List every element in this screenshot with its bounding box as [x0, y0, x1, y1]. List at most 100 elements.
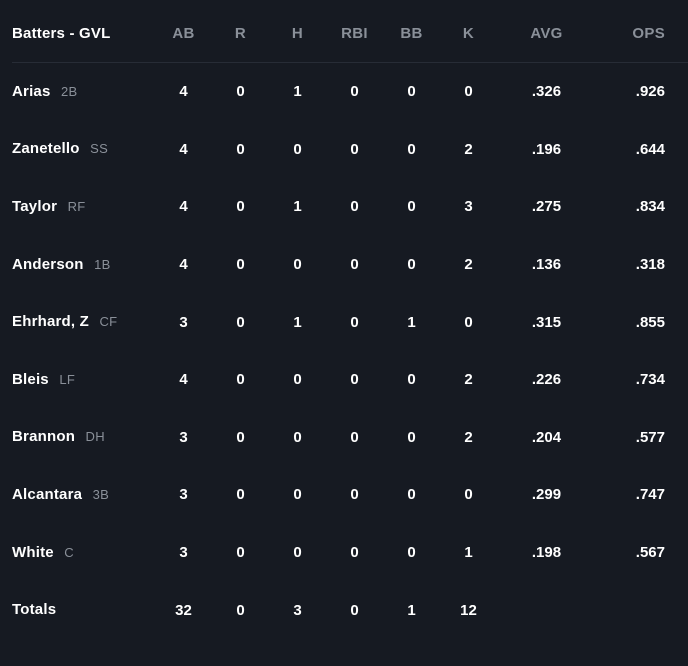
column-header-r: R: [234, 24, 247, 42]
stat-avg: .204: [531, 428, 562, 446]
player-position: SS: [90, 141, 109, 157]
stat-r: 0: [236, 140, 245, 158]
player-name-cell: White C: [12, 544, 155, 562]
stat-h: 0: [293, 544, 302, 562]
stat-avg: .196: [531, 140, 562, 158]
stat-h: 0: [293, 428, 302, 446]
stat-rbi: 0: [350, 256, 359, 274]
stat-h: 1: [293, 198, 302, 216]
stat-rbi: 0: [350, 486, 359, 504]
table-row[interactable]: Arias 2B 4 0 1 0 0 0 .326 .926: [12, 63, 688, 121]
total-bb: 1: [407, 601, 416, 619]
player-name: Arias: [12, 82, 51, 100]
stat-rbi: 0: [350, 544, 359, 562]
player-name: Alcantara: [12, 485, 83, 503]
totals-label: Totals: [12, 601, 57, 619]
player-position: 1B: [94, 256, 111, 272]
stat-rbi: 0: [350, 140, 359, 158]
stat-ops: .567: [635, 544, 665, 562]
player-name: White: [12, 543, 54, 561]
stat-ab: 3: [179, 544, 188, 562]
column-header-h: H: [291, 24, 304, 42]
stat-ab: 3: [179, 486, 188, 504]
stat-avg: .136: [531, 256, 562, 274]
stat-ops: .734: [635, 371, 665, 389]
stat-bb: 0: [407, 198, 416, 216]
stat-ab: 3: [179, 428, 188, 446]
stat-bb: 0: [407, 371, 416, 389]
stat-h: 0: [293, 256, 302, 274]
stat-ops: .834: [635, 198, 665, 216]
column-header-ab: AB: [172, 24, 195, 42]
player-name-cell: Zanetello SS: [12, 140, 155, 158]
column-header-bb: BB: [400, 24, 423, 42]
stat-avg: .299: [531, 486, 562, 504]
table-row[interactable]: White C 3 0 0 0 0 1 .198 .567: [12, 524, 688, 582]
column-header-k: K: [462, 24, 475, 42]
stat-ops: .318: [635, 256, 665, 274]
player-name-cell: Ehrhard, Z CF: [12, 313, 155, 331]
table-row[interactable]: Taylor RF 4 0 1 0 0 3 .275 .834: [12, 178, 688, 236]
totals-row: Totals 32 0 3 0 1 12: [12, 581, 688, 639]
stat-ab: 3: [179, 313, 188, 331]
stat-ops: .577: [635, 428, 665, 446]
total-rbi: 0: [350, 601, 359, 619]
stat-bb: 0: [407, 544, 416, 562]
stat-ab: 4: [179, 371, 188, 389]
table-row[interactable]: Anderson 1B 4 0 0 0 0 2 .136 .318: [12, 236, 688, 294]
total-r: 0: [236, 601, 245, 619]
stat-bb: 0: [407, 140, 416, 158]
player-name-cell: Anderson 1B: [12, 256, 155, 274]
stat-bb: 0: [407, 428, 416, 446]
stat-rbi: 0: [350, 371, 359, 389]
player-position: RF: [67, 198, 86, 214]
player-position: 2B: [60, 83, 78, 99]
stat-r: 0: [236, 256, 245, 274]
stat-rbi: 0: [350, 428, 359, 446]
stat-k: 0: [464, 486, 473, 504]
stat-bb: 0: [407, 83, 416, 101]
table-row[interactable]: Brannon DH 3 0 0 0 0 2 .204 .577: [12, 409, 688, 467]
table-row[interactable]: Alcantara 3B 3 0 0 0 0 0 .299 .747: [12, 466, 688, 524]
stat-avg: .275: [531, 198, 562, 216]
stat-r: 0: [236, 428, 245, 446]
stat-h: 0: [293, 371, 302, 389]
player-name-cell: Bleis LF: [12, 371, 155, 389]
player-name-cell: Taylor RF: [12, 198, 155, 216]
stat-avg: .326: [531, 83, 562, 101]
stat-ab: 4: [179, 198, 188, 216]
column-header-rbi: RBI: [341, 24, 368, 42]
stat-avg: .226: [531, 371, 562, 389]
total-h: 3: [293, 601, 302, 619]
player-position: LF: [59, 371, 76, 387]
total-k: 12: [460, 601, 477, 619]
stat-k: 2: [464, 371, 473, 389]
player-name: Taylor: [12, 197, 58, 215]
stat-rbi: 0: [350, 198, 359, 216]
player-name-cell: Arias 2B: [12, 83, 155, 101]
stat-r: 0: [236, 486, 245, 504]
table-row[interactable]: Ehrhard, Z CF 3 0 1 0 1 0 .315 .855: [12, 293, 688, 351]
totals-label-cell: Totals: [12, 601, 155, 619]
stat-r: 0: [236, 83, 245, 101]
table-row[interactable]: Zanetello SS 4 0 0 0 0 2 .196 .644: [12, 121, 688, 179]
stat-k: 0: [464, 83, 473, 101]
column-header-avg: AVG: [530, 24, 563, 42]
player-position: 3B: [92, 486, 110, 502]
stat-k: 1: [464, 544, 473, 562]
total-ab: 32: [175, 601, 192, 619]
stat-rbi: 0: [350, 83, 359, 101]
stat-ops: .855: [635, 313, 665, 331]
stat-k: 0: [464, 313, 473, 331]
table-row[interactable]: Bleis LF 4 0 0 0 0 2 .226 .734: [12, 351, 688, 409]
player-name: Brannon: [12, 428, 76, 446]
stat-ops: .644: [635, 140, 665, 158]
player-name: Ehrhard, Z: [12, 313, 90, 331]
stat-h: 0: [293, 140, 302, 158]
stat-k: 2: [464, 140, 473, 158]
stat-r: 0: [236, 313, 245, 331]
player-name: Anderson: [12, 255, 84, 273]
table-header-row: Batters - GVL AB R H RBI BB K AVG OPS: [12, 0, 688, 63]
stat-avg: .198: [531, 544, 562, 562]
